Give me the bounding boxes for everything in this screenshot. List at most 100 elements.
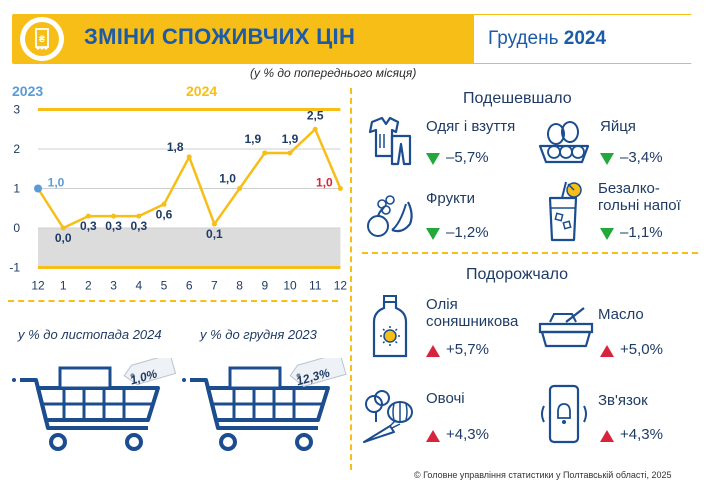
data-point (211, 221, 217, 227)
pricier-item-value: +5,0% (620, 341, 663, 358)
year-label-2023: 2023 (12, 83, 43, 99)
cheaper-item-name-line1: Безалко- (598, 180, 660, 197)
pricier-item-name-line1: Олія (426, 296, 458, 313)
divider-right (362, 252, 698, 254)
clothes-icon (368, 116, 412, 166)
cheaper-item-value: –1,2% (446, 224, 489, 241)
shopping-cart-icon (182, 358, 347, 451)
butter-icon (538, 307, 594, 348)
x-tick-label: 1 (60, 279, 67, 293)
x-tick-label: 5 (161, 279, 168, 293)
x-tick-label: 9 (261, 279, 268, 293)
period-year: 2024 (563, 28, 607, 49)
year-label-2024: 2024 (186, 83, 217, 99)
pricier-item-value: +4,3% (446, 426, 489, 443)
receipt-icon: ₴ (35, 28, 49, 51)
drink-icon (548, 181, 582, 242)
x-tick-label: 8 (236, 279, 243, 293)
up-arrow-icon (426, 345, 440, 357)
data-label: 1,9 (244, 132, 261, 146)
period-month: Грудень (488, 28, 559, 49)
data-point (136, 213, 142, 219)
data-point (34, 184, 42, 193)
shopping-cart-icon (12, 358, 177, 451)
data-point (262, 150, 268, 156)
up-arrow-icon (600, 345, 614, 357)
phone-icon (541, 384, 587, 444)
eggs-icon (538, 121, 590, 164)
data-label: 0,3 (80, 219, 97, 233)
cheaper-item-name-line2: гольні напої (598, 197, 681, 214)
y-tick-label: 2 (13, 142, 20, 156)
data-point (287, 150, 293, 156)
x-tick-label: 10 (283, 279, 297, 293)
data-point (312, 126, 318, 132)
oil-bottle-icon (372, 295, 408, 358)
svg-text:₴: ₴ (39, 34, 45, 44)
data-label: 0,1 (206, 227, 223, 241)
data-label: 0,3 (130, 219, 147, 233)
footer-copyright: © Головне управління статистики у Полтав… (414, 470, 672, 480)
cheaper-item-value: –5,7% (446, 149, 489, 166)
data-label: 0,3 (105, 219, 122, 233)
pricier-item-name: Зв'язок (598, 392, 648, 409)
data-label: 2,5 (307, 108, 324, 122)
period-label: Грудень 2024 (488, 28, 606, 50)
data-point (237, 186, 243, 191)
pricier-item-name: Олія соняшникова (426, 296, 518, 330)
data-point (85, 213, 91, 219)
y-tick-label: -1 (9, 261, 20, 275)
up-arrow-icon (600, 430, 614, 442)
data-point (60, 225, 66, 231)
header-banner: ₴ ЗМІНИ СПОЖИВЧИХ ЦІН Грудень 2024 (12, 14, 692, 64)
down-arrow-icon (600, 228, 614, 240)
chart-subtitle: (у % до попереднього місяця) (250, 66, 417, 80)
logo-inner: ₴ (25, 22, 59, 56)
data-label: 0,6 (156, 207, 173, 221)
fruits-icon (367, 195, 413, 237)
x-tick-label: 11 (309, 279, 322, 293)
x-tick-label: 7 (211, 279, 218, 293)
data-label: 1,0 (219, 172, 236, 186)
cheaper-item-name: Фрукти (426, 190, 476, 207)
data-point (161, 201, 167, 207)
cheaper-title: Подешевшало (463, 90, 572, 107)
divider-left (8, 300, 338, 302)
y-tick-label: 1 (13, 182, 20, 196)
data-label: 0,0 (55, 231, 72, 245)
caption-dec-2023: у % до грудня 2023 (200, 327, 317, 342)
cheaper-item-name: Одяг і взуття (426, 118, 516, 135)
period-box (474, 15, 692, 63)
vegetables-icon (363, 390, 413, 443)
x-tick-label: 12 (31, 279, 45, 293)
data-label: 1,8 (167, 140, 184, 154)
down-arrow-icon (600, 153, 614, 165)
data-point (186, 154, 192, 160)
pricier-item-value: +4,3% (620, 426, 663, 443)
x-tick-label: 3 (110, 279, 117, 293)
cheaper-item-value: –1,1% (620, 224, 663, 241)
negative-region (38, 228, 341, 268)
data-label: 1,0 (48, 176, 65, 190)
data-label: 1,9 (282, 132, 299, 146)
cheaper-item-name: Безалко- гольні напої (598, 180, 681, 214)
pricier-item-name: Масло (598, 306, 644, 323)
cheaper-item-value: –3,4% (620, 149, 663, 166)
pricier-item-value: +5,7% (446, 341, 489, 358)
y-tick-label: 0 (13, 221, 20, 235)
down-arrow-icon (426, 153, 440, 165)
x-tick-label: 12 (334, 279, 348, 293)
divider-vertical (350, 88, 352, 470)
page-title: ЗМІНИ СПОЖИВЧИХ ЦІН (84, 24, 356, 49)
x-tick-label: 4 (135, 279, 142, 293)
up-arrow-icon (426, 430, 440, 442)
y-tick-label: 3 (13, 103, 20, 117)
pricier-item-name: Овочі (426, 390, 465, 407)
data-point (111, 213, 117, 219)
data-point (337, 186, 343, 191)
data-label: 1,0 (316, 176, 333, 190)
x-tick-label: 6 (186, 279, 193, 293)
x-tick-label: 2 (85, 279, 92, 293)
pricier-title: Подорожчало (466, 266, 569, 283)
